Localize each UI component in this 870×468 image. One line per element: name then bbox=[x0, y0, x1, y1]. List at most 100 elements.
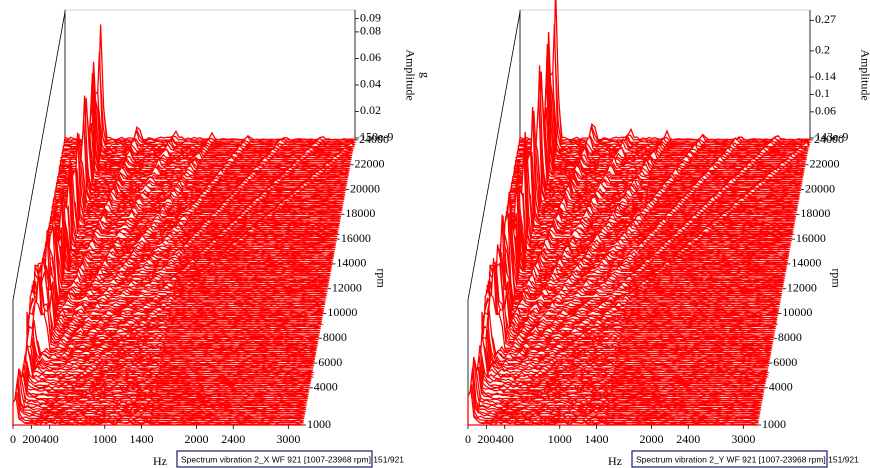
spectrum-trace bbox=[33, 243, 325, 312]
spectrum-trace bbox=[514, 70, 807, 159]
spectrum-trace bbox=[60, 95, 352, 161]
spectrum-trace bbox=[519, 61, 811, 141]
spectrum-trace bbox=[25, 337, 317, 356]
x-tick-label: 1400 bbox=[129, 432, 153, 446]
spectrum-trace bbox=[475, 333, 767, 382]
spectrum-trace bbox=[23, 340, 315, 363]
x-tick-label: 0 bbox=[465, 432, 471, 446]
caption-box bbox=[176, 450, 373, 468]
spectrum-trace bbox=[39, 227, 331, 277]
back-wall bbox=[64, 9, 356, 141]
spectrum-trace bbox=[15, 387, 307, 409]
spectrum-trace bbox=[482, 271, 774, 341]
spectrum-trace bbox=[31, 273, 323, 324]
spectrum-trace bbox=[42, 218, 334, 260]
spectrum-trace bbox=[474, 357, 766, 387]
z-tick-label: 14000 bbox=[791, 256, 821, 270]
spectrum-trace bbox=[13, 392, 304, 422]
spectrum-trace bbox=[477, 332, 769, 371]
z-tick-label: 1000 bbox=[762, 417, 786, 431]
y-tick-label: 150e-9 bbox=[360, 130, 393, 144]
z-tick-label: 20000 bbox=[805, 181, 835, 195]
spectrum-trace bbox=[60, 118, 352, 163]
spectrum-trace bbox=[495, 188, 787, 271]
spectrum-trace bbox=[498, 189, 790, 257]
spectrum-trace bbox=[480, 331, 772, 356]
spectrum-trace bbox=[518, 83, 810, 148]
spectrum-trace bbox=[478, 336, 770, 365]
spectrum-trace bbox=[472, 360, 764, 395]
spectrum-trace bbox=[23, 342, 315, 365]
spectrum-trace bbox=[467, 400, 759, 424]
spectrum-trace bbox=[470, 356, 762, 411]
spectrum-trace bbox=[480, 292, 772, 354]
spectrum-trace bbox=[496, 186, 788, 268]
x-tick-label: 400 bbox=[41, 432, 59, 446]
spectrum-trace bbox=[496, 188, 788, 264]
back-wall bbox=[519, 9, 811, 141]
spectrum-trace bbox=[59, 61, 351, 165]
spectrum-trace bbox=[482, 272, 774, 343]
x-tick-label: 1000 bbox=[548, 432, 572, 446]
spectrum-trace bbox=[23, 328, 315, 367]
spectrum-trace bbox=[500, 138, 792, 242]
y-tick-label: 0.06 bbox=[360, 50, 381, 64]
x-tick-label: 0 bbox=[10, 432, 16, 446]
spectrum-trace bbox=[27, 283, 319, 343]
spectrum-trace bbox=[468, 371, 760, 420]
spectrum-trace bbox=[17, 367, 309, 395]
spectrum-trace bbox=[16, 385, 308, 404]
waterfall-panel: 0 200 400 1000 1400 2000 2400 3000 Hz 24000 22000 2… bbox=[10, 9, 432, 468]
spectrum-trace bbox=[63, 24, 357, 143]
spectrum-trace bbox=[486, 214, 778, 321]
spectrum-trace bbox=[484, 244, 776, 330]
spectrum-trace bbox=[497, 206, 789, 262]
z-tick-label: 14000 bbox=[336, 256, 366, 270]
spectrum-trace bbox=[36, 264, 328, 293]
spectrum-trace bbox=[486, 238, 778, 319]
spectrum-trace bbox=[29, 257, 321, 330]
spectrum-trace bbox=[13, 381, 305, 420]
spectrum-trace bbox=[15, 369, 307, 406]
spectrum-trace bbox=[40, 222, 332, 273]
spectrum-trace bbox=[61, 113, 353, 154]
spectrum-trace bbox=[43, 223, 335, 253]
box-edge bbox=[12, 11, 66, 425]
spectrum-trace bbox=[469, 366, 761, 415]
spectrum-trace bbox=[481, 302, 773, 347]
spectrum-trace bbox=[32, 266, 324, 314]
spectrum-trace bbox=[493, 230, 785, 282]
spectrum-trace bbox=[17, 364, 309, 398]
spectrum-trace bbox=[27, 282, 319, 345]
spectrum-trace bbox=[516, 102, 808, 154]
spectrum-trace bbox=[467, 387, 759, 426]
spectrum-trace bbox=[489, 259, 781, 303]
spectrum-trace bbox=[26, 307, 318, 347]
spectrum-trace bbox=[494, 178, 786, 275]
spectrum-trace bbox=[470, 359, 762, 406]
spectrum-trace bbox=[498, 215, 790, 253]
spectrum-trace bbox=[483, 279, 775, 336]
spectrum-trace bbox=[20, 346, 312, 380]
spectrum-trace bbox=[474, 354, 766, 385]
spectrum-trace bbox=[478, 334, 770, 363]
y-tick-label: 0.08 bbox=[360, 24, 381, 38]
spectrum-trace bbox=[43, 204, 335, 255]
spectrum-trace bbox=[484, 262, 775, 334]
spectrum-trace bbox=[38, 241, 330, 282]
spectrum-trace bbox=[471, 367, 763, 402]
spectrum-trace bbox=[38, 233, 330, 284]
spectrum-trace bbox=[476, 342, 770, 376]
z-tick-label: 16000 bbox=[341, 231, 371, 245]
spectrum-trace bbox=[494, 223, 785, 279]
z-tick-label: 8000 bbox=[323, 330, 347, 344]
spectrum-trace bbox=[30, 265, 324, 325]
spectrum-trace bbox=[17, 371, 309, 400]
z-tick-label: 4000 bbox=[314, 380, 338, 394]
z-tick-label: 10000 bbox=[327, 305, 357, 319]
y-tick-label: 0.04 bbox=[360, 77, 381, 91]
x-axis-label: Hz bbox=[608, 454, 622, 468]
spectrum-trace bbox=[472, 366, 764, 400]
spectrum-trace bbox=[43, 202, 335, 257]
